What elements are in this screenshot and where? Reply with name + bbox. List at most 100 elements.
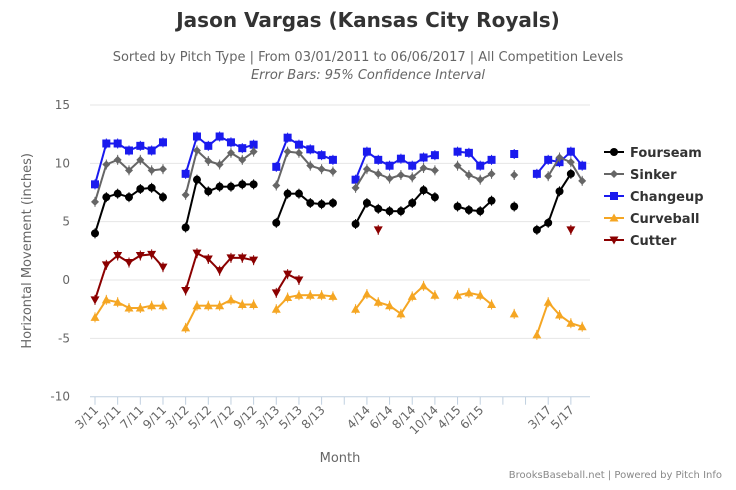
legend-item-fourseam[interactable]: Fourseam xyxy=(604,146,702,161)
data-point-cutter xyxy=(124,259,134,268)
data-point-changeup xyxy=(351,175,360,184)
data-point-sinker xyxy=(91,197,99,206)
data-point-changeup xyxy=(204,141,213,150)
data-point-curveball xyxy=(475,290,485,299)
data-point-curveball xyxy=(407,291,417,300)
data-point-cutter xyxy=(158,263,168,272)
data-point-changeup xyxy=(124,146,133,155)
data-point-changeup xyxy=(136,141,145,150)
legend-label: Cutter xyxy=(630,234,677,249)
data-point-sinker xyxy=(136,155,145,164)
y-tick-label: -5 xyxy=(58,331,70,345)
data-point-cutter xyxy=(101,261,111,270)
data-point-fourseam xyxy=(317,200,326,209)
series-line-changeup xyxy=(94,143,108,185)
data-point-changeup xyxy=(249,140,258,149)
data-point-changeup xyxy=(476,161,485,170)
series-line-fourseam xyxy=(94,196,108,234)
legend-item-curveball[interactable]: Curveball xyxy=(604,212,700,227)
data-point-changeup xyxy=(419,153,428,162)
series-line-sinker xyxy=(547,156,561,177)
data-point-curveball xyxy=(113,297,123,306)
series-line-cutter xyxy=(94,264,108,301)
x-tick-label: 3/13 xyxy=(253,403,282,432)
data-point-sinker xyxy=(362,165,371,174)
data-point-changeup xyxy=(272,162,281,171)
data-point-curveball xyxy=(487,300,497,309)
data-point-cutter xyxy=(203,255,213,264)
series-line-changeup xyxy=(184,136,198,175)
data-point-changeup xyxy=(374,155,383,164)
legend-marker-fourseam xyxy=(610,148,618,156)
data-point-curveball xyxy=(373,297,383,306)
data-point-sinker xyxy=(102,160,111,169)
data-point-sinker xyxy=(317,165,326,174)
data-point-curveball xyxy=(577,322,587,331)
series-line-sinker xyxy=(275,151,289,186)
data-point-sinker xyxy=(306,161,315,170)
data-point-fourseam xyxy=(374,204,383,213)
data-point-changeup xyxy=(532,169,541,178)
data-point-changeup xyxy=(192,132,201,141)
data-point-changeup xyxy=(306,145,315,154)
x-tick-label: 4/14 xyxy=(344,403,373,432)
data-point-curveball xyxy=(237,300,247,309)
data-point-sinker xyxy=(578,176,587,185)
y-tick-label: 10 xyxy=(55,156,70,170)
data-point-curveball xyxy=(453,290,463,299)
data-point-cutter xyxy=(566,226,576,235)
data-point-curveball xyxy=(419,281,429,290)
data-point-cutter xyxy=(147,250,157,259)
data-point-fourseam xyxy=(226,182,235,191)
data-point-changeup xyxy=(396,154,405,163)
data-point-cutter xyxy=(215,267,225,276)
y-axis-title: Horizontal Movement (inches) xyxy=(20,153,35,349)
data-point-fourseam xyxy=(408,199,417,208)
data-point-changeup xyxy=(544,155,553,164)
data-point-fourseam xyxy=(419,186,428,195)
y-tick-label: -10 xyxy=(50,390,70,404)
data-point-fourseam xyxy=(215,182,224,191)
data-point-fourseam xyxy=(91,229,99,238)
data-point-fourseam xyxy=(453,202,462,211)
data-point-curveball xyxy=(226,295,236,304)
data-point-changeup xyxy=(453,147,462,156)
y-tick-label: 0 xyxy=(62,273,70,287)
data-point-changeup xyxy=(510,150,519,159)
data-point-fourseam xyxy=(555,187,564,196)
data-point-sinker xyxy=(453,161,462,170)
data-point-sinker xyxy=(487,169,496,178)
data-point-cutter xyxy=(271,289,281,298)
data-point-sinker xyxy=(476,175,485,184)
data-point-sinker xyxy=(124,166,133,175)
data-point-sinker xyxy=(158,165,167,174)
data-point-cutter xyxy=(192,249,202,258)
series-changeup xyxy=(91,131,587,190)
data-point-fourseam xyxy=(396,207,405,216)
data-point-sinker xyxy=(566,158,575,167)
data-point-fourseam xyxy=(362,199,371,208)
series-curveball xyxy=(90,280,587,340)
data-point-curveball xyxy=(430,290,440,299)
x-tick-label: 7/12 xyxy=(208,403,237,432)
legend-item-sinker[interactable]: Sinker xyxy=(604,168,677,183)
data-point-cutter xyxy=(237,254,247,263)
series-line-fourseam xyxy=(547,191,561,224)
data-point-changeup xyxy=(102,139,111,148)
series-line-fourseam xyxy=(275,193,289,224)
legend-item-cutter[interactable]: Cutter xyxy=(604,234,677,249)
legend-marker-changeup xyxy=(610,192,618,200)
x-tick-label: 3/12 xyxy=(163,403,192,432)
data-point-changeup xyxy=(464,148,473,157)
data-point-fourseam xyxy=(351,220,360,229)
legend-marker-sinker xyxy=(610,170,618,178)
credit-text[interactable]: BrooksBaseball.net | Powered by Pitch In… xyxy=(508,470,722,481)
data-point-curveball xyxy=(192,301,202,310)
data-point-changeup xyxy=(566,147,575,156)
legend-item-changeup[interactable]: Changeup xyxy=(604,190,704,205)
x-tick-label: 5/17 xyxy=(548,403,577,432)
data-point-sinker xyxy=(510,171,519,180)
data-point-sinker xyxy=(238,155,247,164)
data-point-curveball xyxy=(317,290,327,299)
